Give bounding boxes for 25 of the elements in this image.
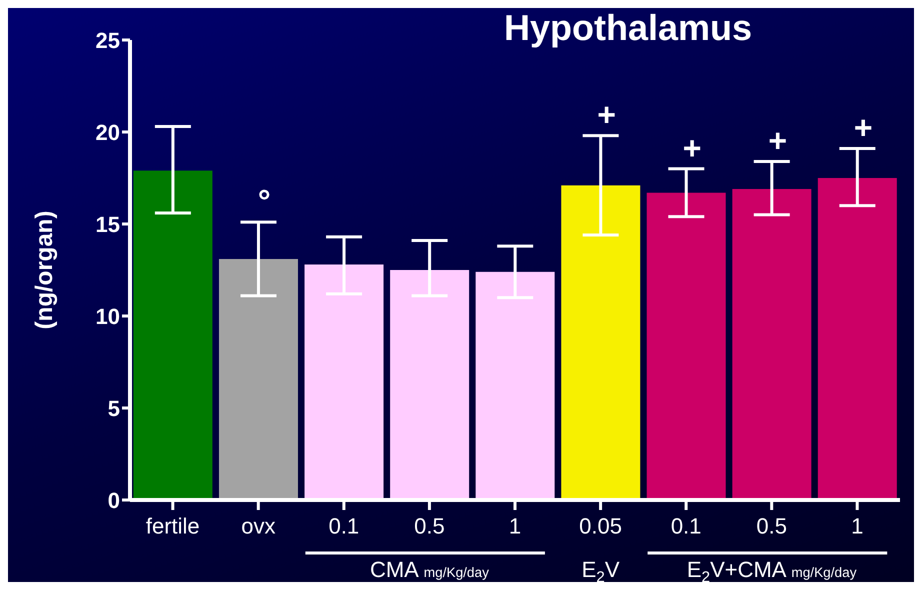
annotation: ° <box>258 183 271 220</box>
y-tick-label: 15 <box>96 212 120 237</box>
y-tick-label: 20 <box>96 120 120 145</box>
x-tick-label: fertile <box>146 514 200 539</box>
y-tick-label: 25 <box>96 28 120 53</box>
y-tick-label: 0 <box>108 488 120 513</box>
x-tick-label: 0.1 <box>328 514 360 539</box>
x-tick-label: 1 <box>851 514 864 539</box>
x-tick-label: 1 <box>508 514 522 539</box>
x-tick-label: 0.5 <box>756 514 787 539</box>
annotation: + <box>854 110 873 146</box>
x-tick-label: 0.5 <box>414 514 445 539</box>
y-tick-label: 10 <box>96 304 120 329</box>
y-axis-title: (ng/organ) <box>31 210 58 330</box>
text: E$_{2}$V+CMA mg/Kg/day <box>686 557 857 586</box>
text: E$_{2}$V <box>582 557 620 586</box>
y-tick-label: 5 <box>108 396 120 421</box>
chart-title: Hypothalamus <box>504 7 752 48</box>
annotation: + <box>682 130 702 166</box>
annotation: + <box>768 122 788 158</box>
annotation: + <box>597 96 616 133</box>
x-tick-label: 0.05 <box>579 514 622 539</box>
x-tick-label: ovx <box>241 514 276 539</box>
text: CMA mg/Kg/day <box>370 557 490 582</box>
x-tick-label: 0.1 <box>670 514 702 539</box>
